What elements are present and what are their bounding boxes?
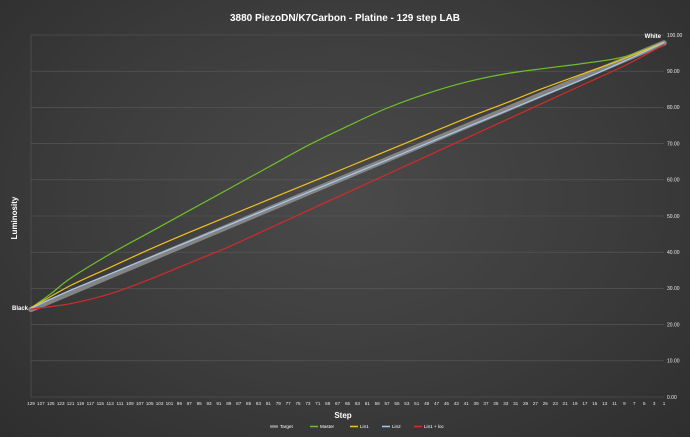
x-tick-label: 19 xyxy=(572,401,578,406)
series-line-lin1-loc xyxy=(30,44,665,310)
x-tick-label: 67 xyxy=(335,401,341,406)
x-tick-label: 99 xyxy=(177,401,183,406)
legend: Target Master Lin1 Lin2 Lin1 + loc xyxy=(270,424,444,429)
x-tick-label: 5 xyxy=(643,401,646,406)
x-tick-label: 13 xyxy=(602,401,608,406)
x-tick-label: 23 xyxy=(553,401,559,406)
x-tick-label: 105 xyxy=(146,401,154,406)
legend-label-lin1: Lin1 xyxy=(360,424,369,429)
x-tick-label: 73 xyxy=(305,401,311,406)
series-layer xyxy=(28,40,667,313)
legend-label-master: Master xyxy=(320,424,335,429)
chart-title: 3880 PiezoDN/K7Carbon - Platine - 129 st… xyxy=(230,13,460,24)
y-tick-label: 100.00 xyxy=(667,33,683,39)
annotation-black: Black xyxy=(12,306,29,312)
y-axis-label: Luminosity xyxy=(10,196,19,239)
x-tick-label: 91 xyxy=(216,401,222,406)
grid-layer xyxy=(30,34,664,398)
x-tick-label: 41 xyxy=(464,401,470,406)
y-tick-label: 20.00 xyxy=(667,322,680,328)
y-tick-label: 40.00 xyxy=(667,250,680,256)
series-line-lin1 xyxy=(30,41,665,309)
x-tick-label: 95 xyxy=(197,401,203,406)
x-tick-label: 51 xyxy=(414,401,420,406)
y-tick-label: 10.00 xyxy=(667,359,680,365)
x-tick-label: 3 xyxy=(653,401,656,406)
x-tick-label: 61 xyxy=(365,401,371,406)
x-tick-label: 57 xyxy=(385,401,391,406)
x-tick-label: 117 xyxy=(87,401,95,406)
x-tick-label: 103 xyxy=(156,401,164,406)
x-tick-label: 111 xyxy=(117,401,124,406)
x-tick-label: 101 xyxy=(166,401,174,406)
y-tick-label: 0.00 xyxy=(667,395,677,401)
y-tick-label: 50.00 xyxy=(667,214,680,220)
annotation-layer: Black White xyxy=(12,34,662,312)
x-tick-label: 93 xyxy=(206,401,212,406)
x-tick-label: 81 xyxy=(266,401,272,406)
x-tick-label: 9 xyxy=(623,401,626,406)
y-tick-label: 80.00 xyxy=(667,105,680,111)
x-tick-label: 31 xyxy=(513,401,519,406)
x-tick-label: 17 xyxy=(582,401,588,406)
annotation-white: White xyxy=(645,34,662,40)
x-tick-label: 59 xyxy=(375,401,381,406)
x-tick-label: 39 xyxy=(474,401,480,406)
x-tick-label: 11 xyxy=(612,401,617,406)
x-tick-label: 107 xyxy=(136,401,144,406)
x-tick-label: 53 xyxy=(404,401,410,406)
x-tick-label: 119 xyxy=(77,401,85,406)
x-tick-label: 69 xyxy=(325,401,331,406)
x-tick-label: 83 xyxy=(256,401,262,406)
x-tick-label: 33 xyxy=(503,401,509,406)
y-tick-label: 30.00 xyxy=(667,286,680,292)
x-tick-label: 113 xyxy=(106,401,114,406)
x-tick-label: 63 xyxy=(355,401,361,406)
x-tick-label: 75 xyxy=(295,401,301,406)
x-tick-label: 79 xyxy=(276,401,282,406)
y-tick-layer: 0.00 10.00 20.00 30.00 40.00 50.00 60.00 70.00 8… xyxy=(667,33,683,401)
x-tick-label: 1 xyxy=(663,401,666,406)
x-tick-label: 123 xyxy=(57,401,65,406)
x-tick-label: 89 xyxy=(226,401,232,406)
x-tick-label: 129 xyxy=(27,401,35,406)
x-tick-label: 87 xyxy=(236,401,242,406)
x-tick-label: 15 xyxy=(592,401,598,406)
y-tick-label: 70.00 xyxy=(667,141,680,147)
legend-label-lin2: Lin2 xyxy=(392,424,401,429)
x-tick-label: 35 xyxy=(493,401,499,406)
x-tick-label: 37 xyxy=(483,401,489,406)
y-tick-label: 90.00 xyxy=(667,69,680,75)
x-tick-label: 127 xyxy=(37,401,45,406)
x-tick-label: 125 xyxy=(47,401,55,406)
x-tick-label: 29 xyxy=(523,401,529,406)
x-tick-label: 45 xyxy=(444,401,450,406)
y-tick-label: 60.00 xyxy=(667,178,680,184)
x-tick-label: 7 xyxy=(633,401,636,406)
x-tick-label: 55 xyxy=(394,401,400,406)
x-tick-label: 121 xyxy=(67,401,75,406)
x-tick-label: 21 xyxy=(563,401,569,406)
series-line-lin2 xyxy=(30,42,665,309)
x-tick-label: 27 xyxy=(533,401,539,406)
x-tick-label: 47 xyxy=(434,401,440,406)
x-tick-layer: 129 127 125 123 121 119 117 115 113 111 109 107 105 1… xyxy=(27,401,666,406)
x-tick-label: 115 xyxy=(97,401,105,406)
x-tick-label: 109 xyxy=(126,401,134,406)
x-tick-label: 77 xyxy=(286,401,292,406)
x-tick-label: 43 xyxy=(454,401,460,406)
series-line-master xyxy=(30,41,665,309)
x-axis-label: Step xyxy=(334,411,351,420)
x-tick-label: 97 xyxy=(187,401,193,406)
legend-label-lin1-loc: Lin1 + loc xyxy=(424,424,444,429)
x-tick-label: 49 xyxy=(424,401,430,406)
x-tick-label: 85 xyxy=(246,401,252,406)
legend-label-target: Target xyxy=(280,424,293,429)
x-tick-label: 65 xyxy=(345,401,351,406)
x-tick-label: 25 xyxy=(543,401,549,406)
x-tick-label: 71 xyxy=(315,401,321,406)
